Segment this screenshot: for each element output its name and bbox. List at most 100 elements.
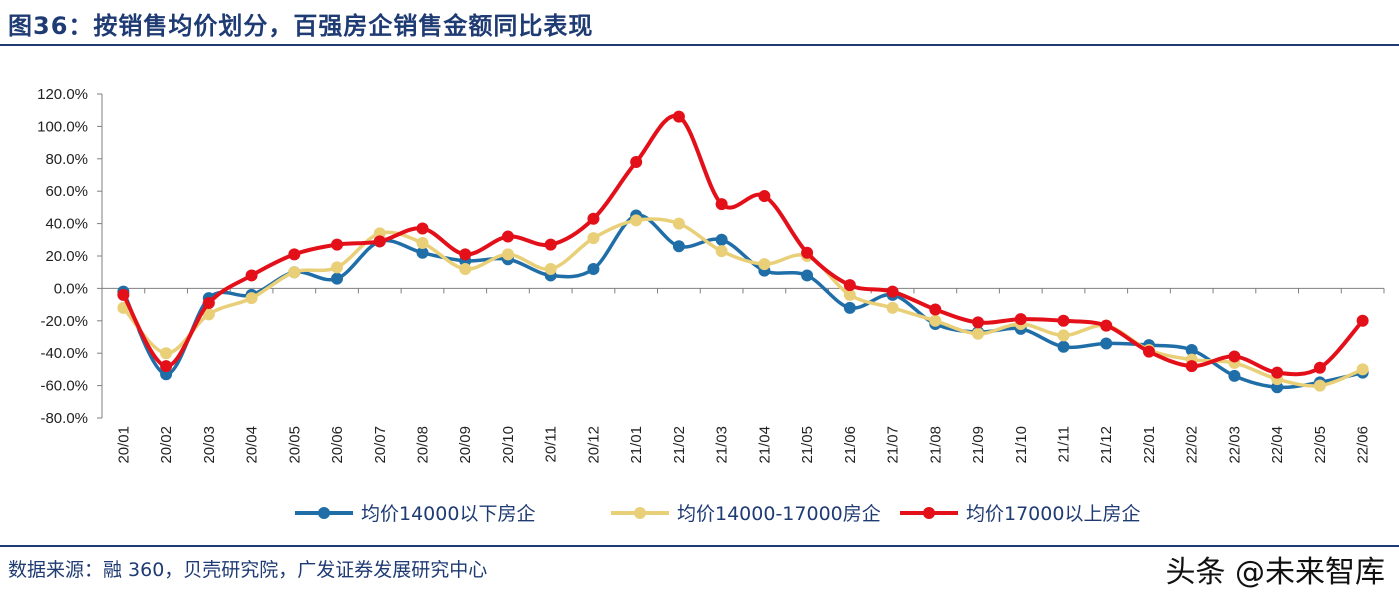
data-point <box>1057 314 1070 327</box>
data-point <box>416 246 429 259</box>
x-tick-label: 20/11 <box>543 426 560 462</box>
data-point <box>1228 350 1241 363</box>
data-point <box>758 258 771 271</box>
data-point <box>587 232 600 245</box>
y-tick-label: 40.0% <box>45 216 88 233</box>
legend-label: 均价17000以上房企 <box>966 503 1140 525</box>
x-tick-label: 20/03 <box>201 426 218 464</box>
data-point <box>202 296 215 309</box>
y-tick-label: -40.0% <box>40 345 88 362</box>
data-point <box>117 288 130 301</box>
x-tick-label: 21/05 <box>799 426 816 464</box>
data-point <box>373 235 386 248</box>
y-tick-label: 20.0% <box>45 248 88 265</box>
x-tick-label: 20/04 <box>244 426 261 464</box>
data-point <box>715 198 728 211</box>
y-tick-label: 120.0% <box>37 86 88 103</box>
data-point <box>630 156 643 169</box>
y-tick-label: 60.0% <box>45 183 88 200</box>
data-point <box>288 266 301 279</box>
legend-item-2: 均价14000-17000房企 <box>611 503 881 525</box>
line-chart: -80.0% -60.0% -40.0% -20.0% 0.0% 20.0% 40.0% 60… <box>37 86 1385 525</box>
data-point <box>929 314 942 327</box>
data-point <box>801 246 814 259</box>
data-point <box>672 217 685 230</box>
x-tick-label: 22/02 <box>1184 426 1201 464</box>
data-point <box>331 238 344 251</box>
data-point <box>1356 314 1369 327</box>
series-line <box>121 113 1365 377</box>
data-point <box>1100 319 1113 332</box>
x-tick-label: 20/12 <box>585 426 602 464</box>
x-tick-label: 20/02 <box>158 426 175 464</box>
y-tick-label: 80.0% <box>45 151 88 168</box>
data-point <box>972 327 985 340</box>
x-tick-label: 20/06 <box>329 426 346 464</box>
data-point <box>245 269 258 282</box>
data-point <box>501 248 514 261</box>
data-point <box>1057 340 1070 353</box>
data-point <box>972 316 985 329</box>
x-tick-label: 20/10 <box>500 426 517 464</box>
x-tick-label: 22/04 <box>1269 426 1286 464</box>
source-note: 数据来源：融 360，贝壳研究院，广发证券发展研究中心 <box>8 559 488 581</box>
y-tick-label: 100.0% <box>37 118 88 135</box>
data-point <box>1142 345 1155 358</box>
x-tick-label: 21/01 <box>628 426 645 464</box>
x-tick-label: 20/05 <box>286 426 303 464</box>
data-point <box>245 292 258 305</box>
data-point <box>416 222 429 235</box>
x-tick-label: 22/03 <box>1226 426 1243 464</box>
x-tick-label: 21/04 <box>756 426 773 464</box>
data-point <box>459 262 472 275</box>
data-point <box>331 272 344 285</box>
data-point <box>843 279 856 292</box>
data-point <box>630 214 643 227</box>
legend-label: 均价14000以下房企 <box>361 503 535 525</box>
x-tick-label: 21/11 <box>1056 426 1073 462</box>
data-point <box>1185 343 1198 356</box>
data-point <box>672 110 685 123</box>
data-point <box>1014 313 1027 326</box>
data-point <box>886 301 899 314</box>
legend-swatch-marker <box>634 507 646 519</box>
data-point <box>202 308 215 321</box>
series-layer <box>117 110 1369 394</box>
data-point <box>331 261 344 274</box>
data-point <box>416 237 429 250</box>
y-tick-label: -60.0% <box>40 378 88 395</box>
x-tick-label: 21/09 <box>970 426 987 464</box>
x-tick-label: 21/02 <box>671 426 688 464</box>
chart-legend: 均价14000以下房企 均价14000-17000房企 均价17000以上房企 <box>295 503 1140 525</box>
x-tick-label: 21/03 <box>714 426 731 464</box>
x-tick-label: 22/06 <box>1355 426 1372 464</box>
data-point <box>715 245 728 258</box>
legend-swatch-marker <box>923 507 935 519</box>
data-point <box>160 360 173 373</box>
x-tick-label: 20/07 <box>372 426 389 464</box>
footer-rule <box>0 545 1399 547</box>
x-tick-label: 21/10 <box>1013 426 1030 464</box>
legend-item-1: 均价14000以下房企 <box>295 503 535 525</box>
legend-item-3: 均价17000以上房企 <box>900 503 1140 525</box>
x-tick-label: 20/09 <box>457 426 474 464</box>
data-point <box>1057 329 1070 342</box>
legend-swatch-marker <box>318 507 330 519</box>
data-point <box>843 288 856 301</box>
watermark: 头条 @未来智库 <box>1165 555 1385 590</box>
data-point <box>1271 366 1284 379</box>
data-point <box>1313 361 1326 374</box>
y-tick-label: -80.0% <box>40 410 88 427</box>
x-tick-label: 21/06 <box>842 426 859 464</box>
title-rule <box>0 44 1399 46</box>
data-point <box>929 303 942 316</box>
data-point <box>886 285 899 298</box>
data-point <box>544 262 557 275</box>
data-point <box>160 347 173 360</box>
x-tick-label: 21/12 <box>1098 426 1115 464</box>
data-point <box>459 248 472 261</box>
data-point <box>1100 337 1113 350</box>
x-tick-label: 22/01 <box>1141 426 1158 464</box>
x-tick-label: 20/01 <box>115 426 132 464</box>
data-point <box>1313 379 1326 392</box>
